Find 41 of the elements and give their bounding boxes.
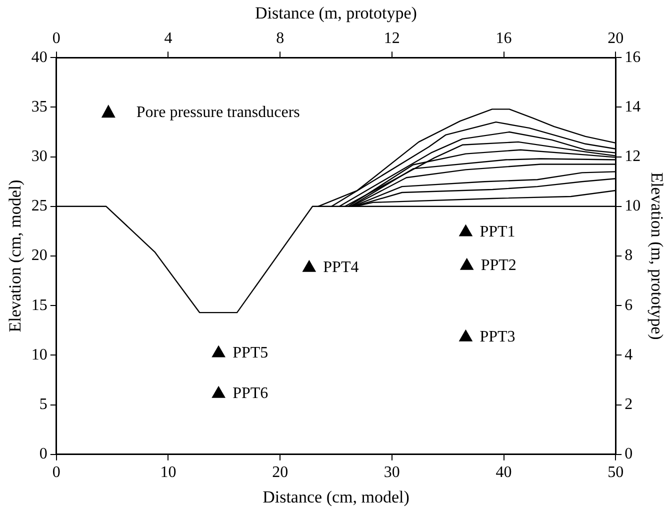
y2-axis-title: Elevation (m, prototype) (647, 172, 666, 340)
x-axis-title: Distance (cm, model) (262, 487, 410, 506)
x-tick-label: 10 (160, 464, 176, 482)
annotation: PPT2 (480, 257, 516, 274)
y-tick-label: 30 (31, 148, 48, 166)
x2-tick-label: 0 (52, 30, 60, 48)
y2-tick-label: 0 (624, 446, 633, 463)
x-tick-label: 30 (384, 464, 400, 482)
y2-tick-label: 8 (624, 247, 633, 264)
y2-tick-label: 12 (624, 148, 641, 166)
y-tick-label: 15 (31, 296, 48, 314)
y-tick-label: 5 (39, 396, 48, 414)
x2-axis-title: Distance (m, prototype) (255, 4, 417, 23)
y-tick-label: 10 (31, 346, 48, 364)
y-axis-title: Elevation (cm, model) (6, 180, 25, 332)
y-tick-label: 35 (31, 98, 48, 116)
y2-tick-label: 2 (624, 396, 633, 414)
annotation: PPT5 (232, 344, 268, 362)
x-tick-label: 0 (52, 464, 60, 482)
x2-tick-label: 20 (608, 30, 624, 48)
x2-tick-label: 12 (384, 30, 400, 48)
x-tick-label: 50 (608, 464, 624, 482)
annotation: PPT3 (480, 328, 516, 346)
annotation: PPT1 (480, 223, 516, 240)
y-tick-label: 20 (31, 247, 48, 264)
x-tick-label: 20 (272, 464, 288, 482)
y2-tick-label: 4 (624, 346, 633, 364)
legend-label: Pore pressure transducers (136, 104, 300, 121)
y-tick-label: 0 (39, 446, 48, 463)
y2-tick-label: 16 (624, 48, 641, 66)
y2-tick-label: 14 (624, 98, 641, 116)
annotation: PPT6 (232, 385, 268, 402)
annotation: PPT4 (323, 259, 359, 276)
x2-tick-label: 4 (164, 30, 172, 48)
y2-tick-label: 6 (624, 296, 633, 314)
y-tick-label: 40 (31, 48, 48, 66)
y-tick-label: 25 (31, 198, 48, 215)
x2-tick-label: 16 (496, 30, 512, 48)
y2-tick-label: 10 (624, 198, 641, 215)
x-tick-label: 40 (496, 464, 512, 482)
x2-tick-label: 8 (276, 30, 284, 48)
